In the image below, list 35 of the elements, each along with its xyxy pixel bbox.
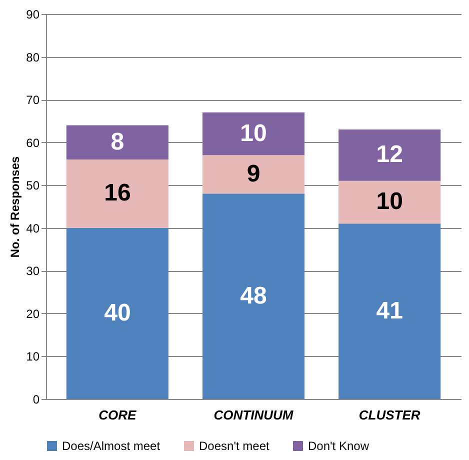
- legend-label: Doesn't meet: [199, 439, 270, 453]
- data-label: 12: [376, 141, 403, 168]
- y-tick-label: 40: [26, 221, 40, 236]
- bar: [202, 194, 305, 399]
- y-tick-label: 10: [26, 350, 40, 364]
- legend-label: Don't Know: [308, 439, 370, 453]
- bar: [338, 130, 441, 181]
- x-tick-label: CLUSTER: [358, 408, 421, 422]
- y-tick-label: 50: [26, 178, 40, 193]
- y-tick-label: 80: [26, 50, 40, 64]
- data-label: 10: [376, 188, 403, 216]
- bar: [66, 125, 168, 160]
- y-tick-label: 90: [26, 8, 40, 22]
- bar: [338, 180, 441, 224]
- y-axis-title: No. of Responses: [8, 156, 22, 258]
- data-label: 8: [110, 128, 124, 156]
- bar: [202, 155, 305, 194]
- data-label: 40: [104, 299, 131, 326]
- data-label: 41: [376, 297, 403, 324]
- y-tick-label: 60: [26, 136, 40, 150]
- data-label: 10: [240, 120, 267, 147]
- data-label: 16: [104, 180, 131, 207]
- legend-label: Does/Almost meet: [62, 439, 161, 453]
- bar: [66, 159, 168, 228]
- x-tick-label: CORE: [98, 408, 137, 422]
- y-tick-label: 0: [32, 392, 40, 406]
- y-tick-label: 30: [26, 264, 40, 278]
- data-label: 9: [246, 160, 260, 188]
- bar: [202, 112, 305, 156]
- y-tick-label: 20: [26, 306, 40, 321]
- bar: [66, 228, 168, 399]
- x-tick-label: CONTINUUM: [214, 408, 294, 422]
- y-tick-label: 70: [26, 93, 40, 108]
- data-label: 48: [240, 282, 267, 310]
- bar: [338, 224, 441, 399]
